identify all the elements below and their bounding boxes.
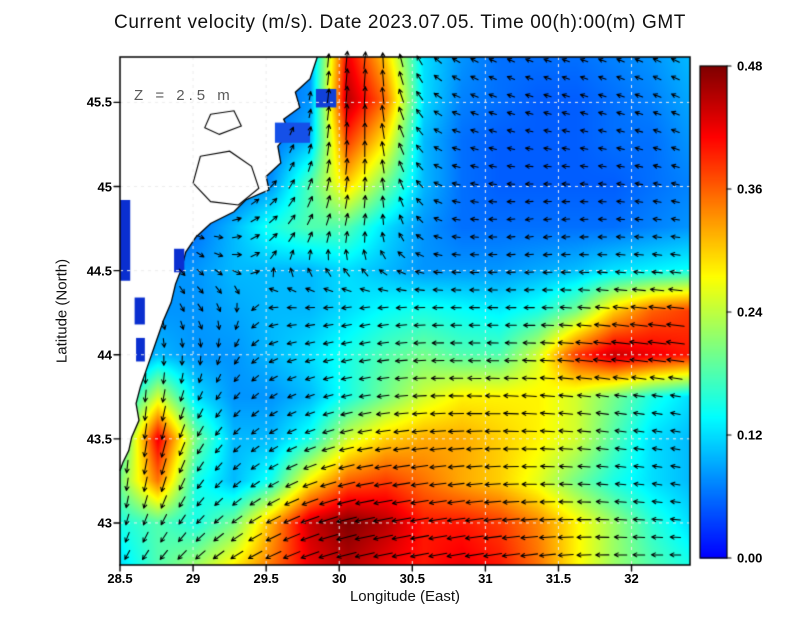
y-tick-label: 45 (97, 179, 112, 195)
colorbar-tick-label: 0.48 (737, 58, 763, 74)
x-tick-label: 31 (478, 571, 493, 586)
y-tick-label: 44 (97, 347, 112, 363)
x-axis-label: Longitude (East) (349, 588, 461, 605)
colorbar-tick-label: 0.36 (737, 181, 763, 197)
x-tick-label: 31.5 (545, 571, 572, 586)
x-tick-label: 30 (331, 571, 347, 586)
colorbar-tick-label: 0.12 (737, 427, 763, 443)
colorbar-tick-label: 0.00 (737, 550, 763, 566)
x-tick-label: 30.5 (399, 571, 425, 586)
depth-annotation: Z = 2.5 m (134, 87, 234, 104)
x-tick-label: 32 (624, 571, 639, 586)
x-tick-label: 28.5 (107, 571, 133, 586)
x-tick-label: 29 (185, 571, 201, 586)
y-tick-label: 43.5 (86, 431, 112, 447)
y-tick-label: 44.5 (86, 263, 112, 279)
y-tick-label: 43 (97, 515, 112, 531)
y-tick-label: 45.5 (86, 94, 112, 110)
colorbar-tick-label: 0.24 (737, 304, 763, 320)
y-axis-label: Latitude (North) (53, 258, 71, 364)
x-tick-label: 29.5 (253, 571, 279, 586)
chart-title: Current velocity (m/s). Date 2023.07.05.… (114, 12, 686, 33)
